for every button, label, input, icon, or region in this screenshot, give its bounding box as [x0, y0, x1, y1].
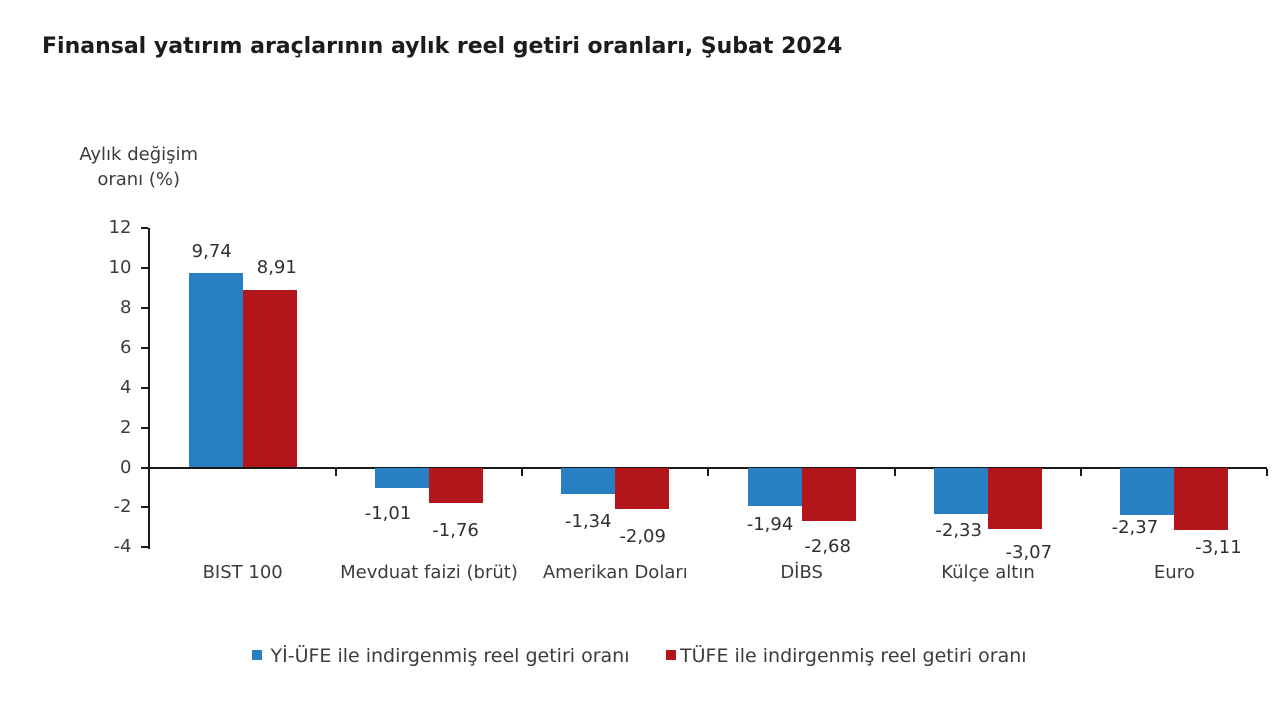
bar-value-label: -1,34 — [565, 510, 612, 532]
bar-value-label: -1,01 — [364, 502, 412, 524]
y-tick-label: 4 — [120, 376, 132, 398]
bar-yiufe-6 — [1120, 467, 1175, 515]
bar-tufe-5 — [987, 467, 1042, 529]
chart-title: Finansal yatırım araçlarının aylık reel … — [42, 34, 843, 59]
x-axis-line — [147, 466, 1268, 469]
bar-tufe-1 — [242, 289, 297, 468]
bar-yiufe-1 — [188, 273, 243, 468]
legend-label-tufe: TÜFE ile indirgenmiş reel getiri oranı — [680, 645, 1027, 667]
legend-label-yiufe: Yİ-ÜFE ile indirgenmiş reel getiri oranı — [270, 645, 630, 667]
bar-yiufe-3 — [561, 467, 616, 495]
y-tick-label: 6 — [120, 336, 132, 358]
x-axis-tick — [1080, 468, 1083, 476]
y-tick-label: -4 — [113, 536, 132, 558]
legend-swatch-tufe — [666, 650, 676, 660]
bar-yiufe-2 — [374, 467, 429, 488]
bar-value-label: 9,74 — [191, 241, 232, 263]
bar-tufe-4 — [801, 467, 856, 521]
bar-tufe-6 — [1174, 467, 1229, 530]
x-axis-tick — [1266, 468, 1269, 476]
bar-yiufe-5 — [933, 467, 988, 514]
category-label: Mevduat faizi (brüt) — [340, 562, 518, 583]
category-label: BIST 100 — [202, 562, 283, 583]
y-tick-label: -2 — [113, 496, 132, 518]
legend-swatch-yiufe — [252, 650, 262, 660]
y-axis-title-line1: Aylık değişim — [79, 144, 199, 165]
bar-yiufe-4 — [747, 467, 802, 507]
y-axis-tick — [140, 466, 148, 469]
category-label: Euro — [1153, 562, 1195, 583]
y-axis-title-line2: oranı (%) — [97, 169, 181, 190]
y-axis-tick — [140, 227, 148, 230]
y-axis-tick — [140, 346, 148, 349]
bar-value-label: -1,94 — [746, 513, 794, 535]
y-axis-tick — [140, 267, 148, 269]
bar-value-label: -2,37 — [1111, 516, 1159, 538]
y-tick-label: 0 — [120, 456, 132, 478]
x-axis-tick — [893, 468, 896, 476]
bar-value-label: -2,09 — [619, 525, 666, 547]
y-axis-tick — [140, 386, 148, 389]
bar-value-label: -3,07 — [1005, 541, 1053, 563]
y-axis-tick — [140, 306, 148, 309]
x-axis-tick — [521, 468, 524, 476]
y-tick-label: 10 — [108, 257, 132, 278]
x-axis-tick — [707, 468, 710, 476]
bar-value-label: 8,91 — [256, 256, 297, 278]
bar-value-label: -2,33 — [935, 519, 982, 541]
y-tick-label: 8 — [120, 296, 132, 318]
y-axis-line — [147, 228, 150, 550]
bar-tufe-3 — [615, 467, 670, 510]
x-axis-tick — [334, 468, 337, 476]
category-label: DİBS — [780, 562, 823, 583]
y-axis-tick — [140, 426, 148, 429]
y-axis-tick — [140, 506, 148, 509]
y-tick-label: 2 — [120, 416, 132, 438]
bar-value-label: -3,11 — [1195, 537, 1242, 559]
category-label: Külçe altın — [941, 562, 1035, 583]
y-axis-title: Aylık değişim oranı (%) — [9, 142, 269, 192]
y-tick-label: 12 — [108, 217, 132, 239]
category-label: Amerikan Doları — [542, 562, 688, 583]
y-axis-tick — [140, 546, 148, 549]
bar-value-label: -2,68 — [804, 535, 851, 557]
bar-tufe-2 — [428, 467, 483, 503]
bar-value-label: -1,76 — [432, 519, 479, 541]
